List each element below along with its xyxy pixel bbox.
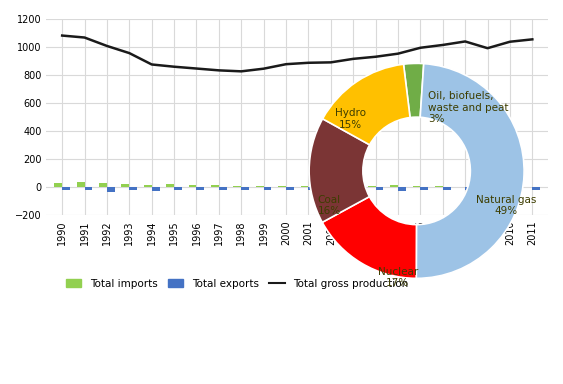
Bar xyxy=(390,185,398,187)
Bar xyxy=(211,185,219,187)
Bar xyxy=(196,187,204,190)
Total gross production xyxy=(126,51,133,55)
Total gross production xyxy=(305,60,312,65)
Total gross production xyxy=(417,45,424,50)
Bar xyxy=(309,187,316,190)
Total gross production xyxy=(372,55,379,59)
Wedge shape xyxy=(323,64,410,145)
Total gross production xyxy=(395,51,401,56)
Wedge shape xyxy=(416,64,524,278)
Total gross production xyxy=(148,62,155,67)
Text: Oil, biofuels,
waste and peat
3%: Oil, biofuels, waste and peat 3% xyxy=(428,91,509,124)
Total gross production xyxy=(507,40,513,44)
Bar xyxy=(331,187,339,190)
Line: Total gross production: Total gross production xyxy=(62,36,533,71)
Bar xyxy=(151,187,159,191)
Total gross production xyxy=(238,69,245,74)
Bar xyxy=(144,185,151,187)
Bar xyxy=(129,187,137,190)
Bar xyxy=(189,185,196,187)
Bar xyxy=(413,186,421,187)
Bar xyxy=(174,187,182,190)
Total gross production xyxy=(350,56,356,61)
Bar xyxy=(122,184,129,187)
Bar xyxy=(62,187,70,190)
Bar xyxy=(465,187,473,190)
Bar xyxy=(301,186,309,187)
Bar xyxy=(107,187,115,192)
Total gross production xyxy=(171,65,177,69)
Bar xyxy=(533,187,540,190)
Bar xyxy=(263,187,271,190)
Wedge shape xyxy=(404,63,424,118)
Bar xyxy=(84,187,92,190)
Bar xyxy=(323,186,331,187)
Total gross production xyxy=(216,68,222,73)
Total gross production xyxy=(484,46,491,50)
Wedge shape xyxy=(309,119,370,222)
Total gross production xyxy=(260,66,267,71)
Bar xyxy=(278,186,286,187)
Total gross production xyxy=(104,44,110,48)
Bar xyxy=(368,186,376,187)
Bar xyxy=(345,186,353,187)
Total gross production xyxy=(328,60,334,65)
Bar xyxy=(510,187,518,190)
Bar xyxy=(77,182,84,187)
Total gross production xyxy=(462,39,468,44)
Total gross production xyxy=(59,33,65,38)
Bar xyxy=(398,187,406,191)
Bar xyxy=(256,186,263,187)
Text: Coal
16%: Coal 16% xyxy=(318,195,341,216)
Legend: Total imports, Total exports, Total gross production: Total imports, Total exports, Total gros… xyxy=(61,275,413,293)
Bar xyxy=(488,187,495,190)
Bar xyxy=(376,187,383,190)
Text: Hydro
15%: Hydro 15% xyxy=(335,108,366,130)
Bar xyxy=(166,184,174,187)
Bar xyxy=(443,187,450,190)
Bar xyxy=(54,183,62,187)
Bar xyxy=(219,187,227,190)
Total gross production xyxy=(193,66,200,71)
Bar xyxy=(286,187,294,190)
Wedge shape xyxy=(322,197,417,278)
Text: Natural gas
49%: Natural gas 49% xyxy=(476,195,537,216)
Bar xyxy=(242,187,249,190)
Text: Nuclear
17%: Nuclear 17% xyxy=(378,266,418,288)
Bar xyxy=(353,187,361,190)
Total gross production xyxy=(529,37,536,41)
Bar xyxy=(234,186,242,187)
Bar xyxy=(99,184,107,187)
Total gross production xyxy=(439,43,446,47)
Total gross production xyxy=(283,62,289,66)
Bar xyxy=(421,187,428,190)
Bar xyxy=(435,186,443,187)
Total gross production xyxy=(81,35,88,40)
